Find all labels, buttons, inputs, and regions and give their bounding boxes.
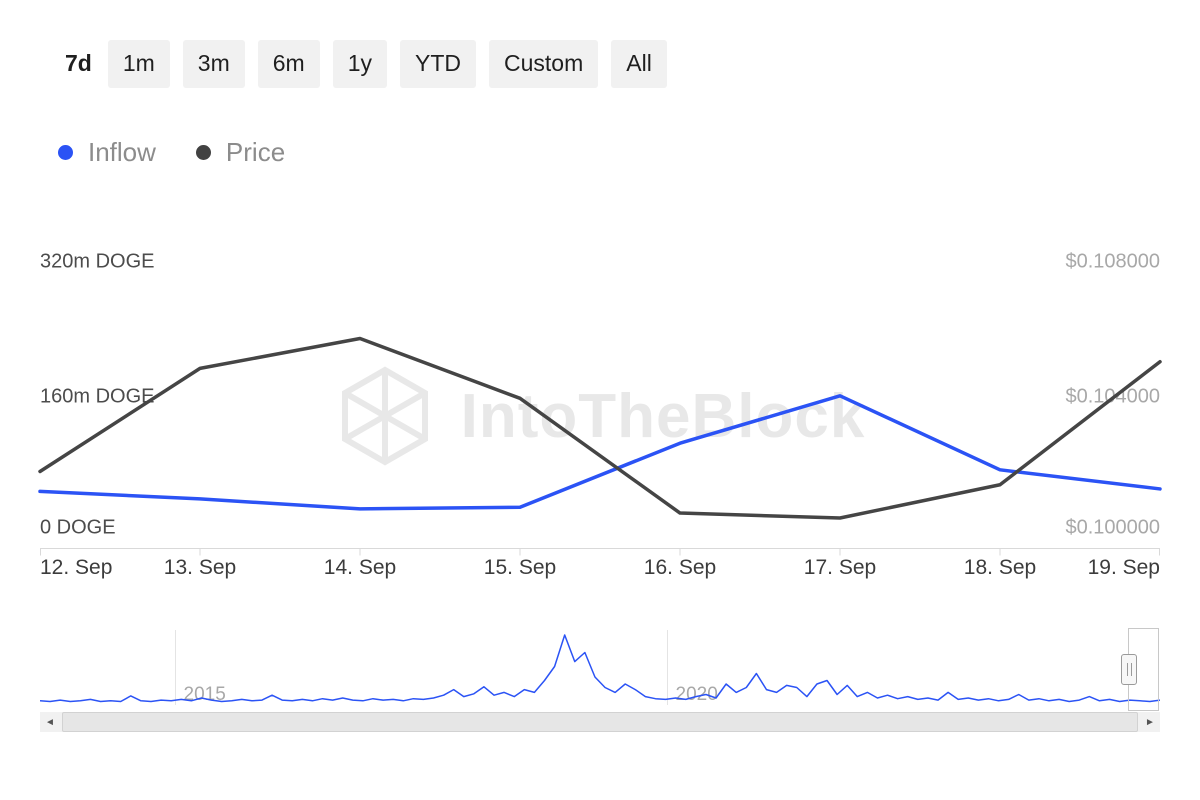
handle-grip-icon [1130, 663, 1132, 676]
navigator-year-label: 2020 [676, 684, 718, 705]
x-axis-label: 15. Sep [483, 556, 557, 579]
left-axis-label-0: 0 DOGE [40, 516, 116, 539]
navigator-minimap[interactable]: 2015 2020 [40, 628, 1160, 712]
scrollbar-thumb[interactable] [62, 712, 1138, 732]
legend-item-inflow[interactable]: Inflow [58, 137, 156, 168]
scrollbar-right-arrow-icon[interactable]: ► [1140, 712, 1160, 732]
range-button-ytd[interactable]: YTD [400, 40, 476, 88]
legend-label-price: Price [225, 137, 286, 167]
x-axis-label: 19. Sep [1087, 556, 1160, 579]
legend-item-price[interactable]: Price [195, 137, 286, 168]
legend-label-inflow: Inflow [88, 137, 156, 167]
inflow-series-dot-icon [58, 145, 73, 160]
main-chart-area[interactable]: 12. Sep 13. Sep 14. Sep 15. Sep 16. Sep 17. S… [38, 250, 1162, 590]
left-axis-label-320m: 320m DOGE [40, 250, 155, 273]
series-line-inflow [38, 394, 1162, 511]
price-series-dot-icon [195, 145, 211, 160]
x-axis-label: 18. Sep [963, 556, 1037, 579]
navigator-series-line [40, 634, 1160, 703]
range-selector: 7d 1m 3m 6m 1y YTD Custom All [62, 40, 667, 88]
chart-legend: Inflow Price [58, 137, 285, 168]
left-axis-label-160m: 160m DOGE [40, 385, 155, 408]
x-axis: 12. Sep 13. Sep 14. Sep 15. Sep 16. Sep 17. S… [40, 556, 1160, 584]
right-axis-label-0108: $0.108000 [1065, 250, 1160, 273]
right-axis-label-0100: $0.100000 [1065, 516, 1160, 539]
range-button-1y[interactable]: 1y [332, 40, 387, 88]
main-chart-plot[interactable] [38, 250, 1162, 590]
scrollbar-left-arrow-icon[interactable]: ◄ [40, 712, 60, 732]
navigator-plot[interactable]: 2015 2020 [40, 628, 1160, 712]
x-axis-label: 16. Sep [643, 556, 717, 579]
range-button-1m[interactable]: 1m [107, 40, 170, 88]
range-button-all[interactable]: All [611, 40, 667, 88]
range-button-3m[interactable]: 3m [182, 40, 245, 88]
range-button-7d[interactable]: 7d [65, 50, 92, 76]
x-axis-label: 17. Sep [803, 556, 877, 579]
x-axis-label: 14. Sep [323, 556, 397, 579]
range-button-6m[interactable]: 6m [257, 40, 320, 88]
series-line-price [38, 336, 1162, 520]
handle-grip-icon [1126, 663, 1128, 676]
x-axis-label: 12. Sep [40, 556, 113, 579]
x-axis-label: 13. Sep [163, 556, 237, 579]
navigator-left-handle[interactable] [1121, 654, 1137, 685]
horizontal-scrollbar: ◄ ► [40, 712, 1160, 732]
range-button-custom[interactable]: Custom [489, 40, 599, 88]
scrollbar-track[interactable] [60, 712, 1140, 732]
